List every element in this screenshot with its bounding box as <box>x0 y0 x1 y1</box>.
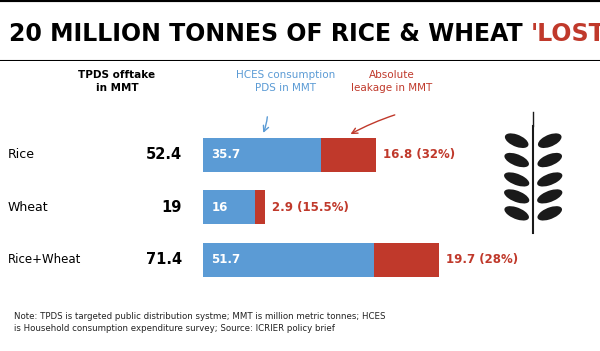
Text: 16.8 (32%): 16.8 (32%) <box>383 148 455 161</box>
Text: TPDS offtake
in MMT: TPDS offtake in MMT <box>79 71 155 93</box>
Bar <box>256 190 265 224</box>
Bar <box>320 138 376 172</box>
Text: 19.7 (28%): 19.7 (28%) <box>446 253 518 266</box>
Text: Wheat: Wheat <box>8 201 49 214</box>
Bar <box>203 243 374 277</box>
Bar <box>203 190 256 224</box>
Text: Rice: Rice <box>8 148 35 161</box>
Text: 16: 16 <box>211 201 228 214</box>
Ellipse shape <box>538 133 562 148</box>
Text: HCES consumption
PDS in MMT: HCES consumption PDS in MMT <box>236 71 335 93</box>
Text: 52.4: 52.4 <box>146 147 182 162</box>
Ellipse shape <box>504 172 529 186</box>
Text: Absolute
leakage in MMT: Absolute leakage in MMT <box>351 71 432 93</box>
Ellipse shape <box>505 206 529 220</box>
Text: Rice+Wheat: Rice+Wheat <box>8 253 81 266</box>
Text: 71.4: 71.4 <box>146 252 182 267</box>
Text: 51.7: 51.7 <box>211 253 241 266</box>
Ellipse shape <box>538 153 562 167</box>
Text: Note: TPDS is targeted public distribution systme; MMT is million metric tonnes;: Note: TPDS is targeted public distributi… <box>14 312 385 333</box>
Text: 35.7: 35.7 <box>211 148 241 161</box>
Ellipse shape <box>537 189 562 204</box>
Ellipse shape <box>505 153 529 167</box>
Text: 19: 19 <box>161 200 182 215</box>
Bar <box>203 138 320 172</box>
Text: 2.9 (15.5%): 2.9 (15.5%) <box>272 201 349 214</box>
Text: 20 MILLION TONNES OF RICE & WHEAT: 20 MILLION TONNES OF RICE & WHEAT <box>9 22 531 46</box>
Text: 'LOST': 'LOST' <box>531 22 600 46</box>
Ellipse shape <box>538 206 562 220</box>
Bar <box>374 243 439 277</box>
Ellipse shape <box>504 189 529 204</box>
Ellipse shape <box>537 172 562 186</box>
Ellipse shape <box>505 133 529 148</box>
